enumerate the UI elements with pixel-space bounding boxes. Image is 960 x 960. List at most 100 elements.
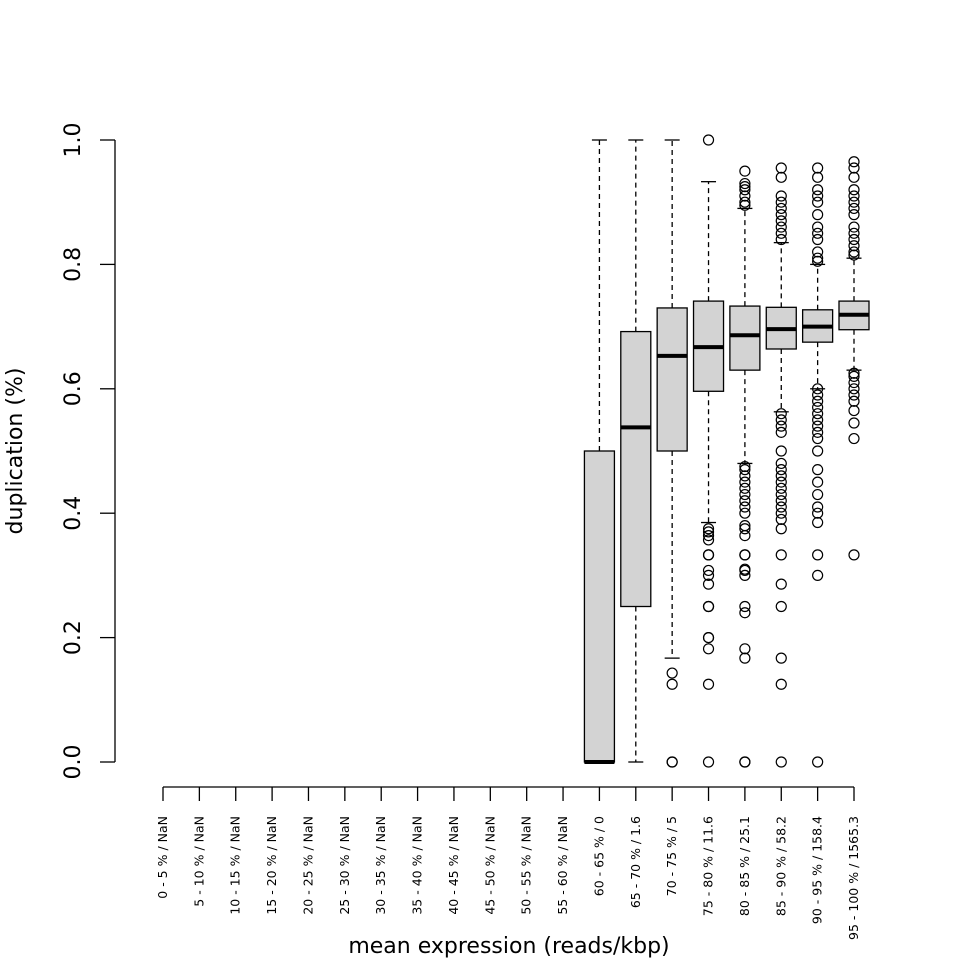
outlier-point	[739, 464, 751, 476]
outlier-point	[848, 404, 860, 417]
outlier-point	[848, 417, 860, 429]
outlier-point	[739, 199, 751, 211]
outlier-point	[702, 523, 715, 535]
outlier-point	[848, 432, 860, 445]
outlier-point	[848, 249, 860, 261]
outlier-point	[812, 395, 824, 407]
x-tick-label: 50 - 55 % / NaN	[519, 816, 534, 915]
outlier-point	[812, 252, 824, 264]
outlier-point	[739, 476, 751, 488]
outlier-point	[775, 227, 787, 239]
outlier-point	[812, 184, 824, 196]
outlier-point	[812, 246, 824, 258]
outlier-point	[775, 221, 787, 233]
box-13	[620, 139, 652, 763]
outlier-point	[848, 162, 860, 174]
outlier-point	[848, 549, 860, 561]
outlier-point	[812, 501, 824, 513]
outlier-point	[848, 383, 860, 395]
outlier-point	[775, 600, 787, 613]
y-tick-label: 0.0	[61, 745, 86, 780]
y-tick-label: 0.8	[61, 247, 86, 282]
outlier-point	[739, 470, 751, 482]
outlier-point	[666, 756, 678, 768]
outlier-point	[812, 516, 824, 529]
outlier-point	[666, 667, 678, 679]
outlier-point	[812, 488, 824, 501]
outlier-point	[848, 233, 860, 246]
outlier-point	[775, 420, 787, 432]
outlier-point	[812, 255, 824, 267]
outlier-point	[775, 196, 787, 208]
outlier-point	[739, 190, 751, 202]
outlier-point	[812, 507, 824, 519]
outlier-point	[739, 600, 751, 613]
outlier-point	[702, 564, 715, 577]
box-iqr	[620, 330, 652, 608]
x-tick-label: 60 - 65 % / 0	[591, 816, 606, 896]
outlier-point	[848, 209, 860, 221]
outlier-point	[739, 564, 751, 577]
box-19	[838, 156, 870, 561]
box-14	[656, 139, 688, 768]
outlier-point	[739, 569, 751, 582]
x-tick-label: 70 - 75 % / 5	[664, 816, 679, 896]
outlier-point	[775, 501, 787, 513]
outlier-point	[702, 600, 715, 613]
outlier-point	[812, 414, 824, 426]
outlier-point	[812, 389, 824, 401]
y-tick-label: 1.0	[61, 123, 86, 158]
outlier-point	[812, 227, 824, 239]
outlier-point	[775, 495, 787, 507]
outlier-point	[739, 756, 751, 768]
x-tick-label: 65 - 70 % / 1.6	[628, 816, 643, 908]
outlier-point	[702, 569, 715, 582]
box-15	[692, 134, 725, 768]
outlier-point	[848, 240, 860, 252]
outlier-point	[739, 652, 751, 664]
outlier-point	[812, 426, 824, 438]
outlier-point	[775, 507, 787, 519]
outlier-point	[848, 221, 860, 233]
outlier-point	[775, 171, 787, 183]
outlier-point	[739, 196, 751, 208]
outlier-point	[848, 184, 860, 196]
outlier-point	[739, 482, 751, 494]
outlier-point	[775, 445, 787, 457]
outlier-point	[666, 678, 678, 690]
x-tick-label: 25 - 30 % / NaN	[337, 816, 352, 915]
outlier-point	[775, 488, 787, 501]
outlier-point	[775, 190, 787, 202]
outlier-point	[848, 395, 860, 407]
box-iqr	[729, 305, 761, 371]
outlier-point	[739, 177, 751, 190]
outlier-point	[812, 756, 824, 768]
x-tick-label: 75 - 80 % / 11.6	[701, 816, 716, 916]
outlier-point	[702, 631, 715, 644]
outlier-point	[848, 370, 860, 382]
outlier-point	[812, 549, 824, 561]
x-tick-label: 35 - 40 % / NaN	[410, 816, 425, 915]
x-tick-label: 90 - 95 % / 158.4	[810, 816, 825, 924]
x-tick-label: 30 - 35 % / NaN	[373, 816, 388, 915]
x-tick-label: 40 - 45 % / NaN	[446, 816, 461, 915]
outlier-point	[739, 460, 751, 473]
outlier-point	[812, 476, 824, 488]
outlier-point	[848, 227, 860, 239]
y-axis: 0.0 0.2 0.4 0.6 0.8 1.0	[61, 123, 116, 780]
outlier-point	[702, 678, 715, 690]
outlier-point	[848, 196, 860, 208]
outlier-point	[702, 643, 715, 655]
x-tick-label: 80 - 85 % / 25.1	[737, 816, 752, 916]
box-iqr	[583, 450, 616, 763]
outlier-point	[739, 529, 751, 542]
outlier-point	[775, 457, 787, 470]
boxes	[583, 134, 870, 768]
y-tick-label: 0.4	[61, 496, 86, 531]
y-tick-label: 0.6	[61, 371, 86, 406]
outlier-point	[848, 171, 860, 183]
outlier-point	[702, 578, 715, 590]
outlier-point	[812, 383, 824, 395]
box-17	[765, 162, 797, 768]
outlier-point	[739, 523, 751, 535]
